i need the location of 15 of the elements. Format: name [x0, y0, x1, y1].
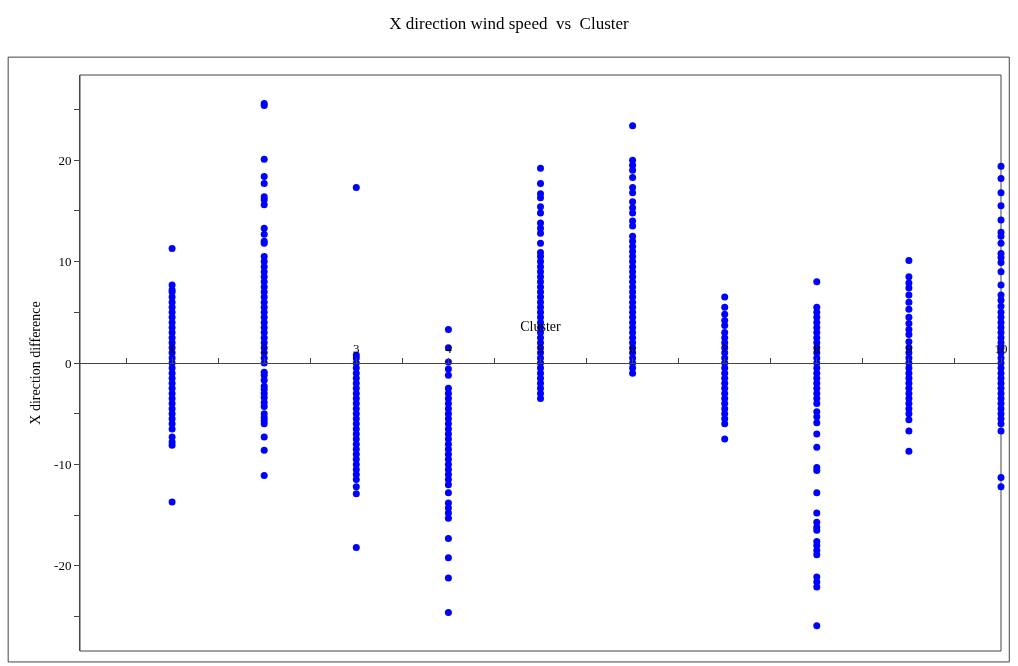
x-tick-label: 7 [721, 340, 729, 356]
x-tick-label: 9 [905, 340, 913, 356]
chart-title: X direction wind speed vs Cluster [389, 13, 630, 33]
y-tick-label: 10 [58, 254, 72, 270]
y-tick-label: 0 [64, 355, 72, 371]
y-tick-label: 20 [58, 152, 72, 168]
x-tick-label: 1 [168, 340, 176, 356]
x-tick-label: 5 [537, 340, 544, 356]
y-tick-label: -20 [54, 558, 72, 574]
x-tick-label: 3 [353, 340, 360, 356]
y-axis-title: X direction difference [27, 301, 43, 425]
x-tick-label: 6 [629, 340, 637, 356]
x-tick-label: 8 [813, 340, 821, 356]
y-tick-label: -10 [54, 456, 72, 472]
x-tick-label: 2 [260, 340, 268, 356]
